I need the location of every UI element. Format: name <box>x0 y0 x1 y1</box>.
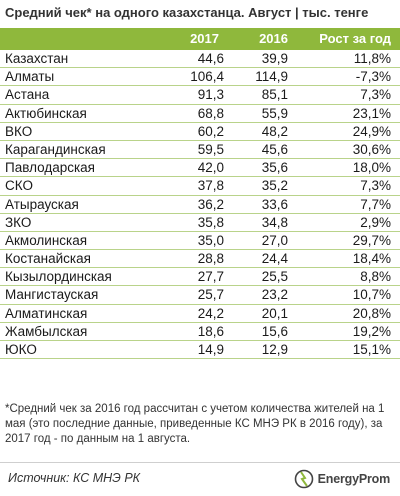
table-row: Костанайская 28,8 24,4 18,4% <box>0 250 400 269</box>
value-2016: 33,6 <box>261 196 288 212</box>
table-row: Алматинская 24,2 20,1 20,8% <box>0 305 400 323</box>
value-growth: 15,1% <box>352 342 391 357</box>
table-header: 2017 2016 Рост за год <box>0 28 400 50</box>
header-2017: 2017 <box>190 31 219 46</box>
value-growth: 18,4% <box>352 251 391 267</box>
value-2016: 48,2 <box>261 123 288 139</box>
value-2017: 59,5 <box>197 141 224 157</box>
value-2016: 12,9 <box>261 342 288 357</box>
table-row: Акмолинская 35,0 27,0 29,7% <box>0 232 400 251</box>
value-2017: 24,2 <box>197 305 224 321</box>
header-growth: Рост за год <box>319 31 391 46</box>
region-name: Костанайская <box>5 251 91 267</box>
table-row: Атырауская 36,2 33,6 7,7% <box>0 196 400 214</box>
region-name: Карагандинская <box>5 141 106 157</box>
value-2017: 60,2 <box>197 123 224 139</box>
table-row: Актюбинская 68,8 55,9 23,1% <box>0 105 400 123</box>
value-growth: 19,2% <box>352 323 391 339</box>
region-name: ЗКО <box>5 214 32 230</box>
value-2016: 27,0 <box>261 232 288 248</box>
value-2017: 18,6 <box>197 323 224 339</box>
value-growth: 29,7% <box>352 232 391 248</box>
region-name: ВКО <box>5 123 33 139</box>
value-growth: 2,9% <box>360 214 391 230</box>
value-growth: 20,8% <box>352 305 391 321</box>
value-growth: 8,8% <box>360 269 391 285</box>
energyprom-logo: EnergyProm <box>293 469 390 489</box>
value-growth: 24,9% <box>352 123 391 139</box>
value-2016: 23,2 <box>261 287 288 303</box>
table-row: СКО 37,8 35,2 7,3% <box>0 177 400 196</box>
value-2017: 91,3 <box>197 87 224 103</box>
value-2017: 27,7 <box>197 269 224 285</box>
value-2016: 35,6 <box>261 160 288 176</box>
region-name: Астана <box>5 87 50 103</box>
table-row: ЗКО 35,8 34,8 2,9% <box>0 214 400 232</box>
value-2017: 68,8 <box>197 105 224 121</box>
value-growth: 7,3% <box>360 87 391 103</box>
table-body: Казахстан 44,6 39,9 11,8% Алматы 106,4 114,9 -7… <box>0 50 400 360</box>
value-growth: -7,3% <box>355 69 391 85</box>
value-2016: 85,1 <box>261 87 288 103</box>
table-row: Мангистауская 25,7 23,2 10,7% <box>0 286 400 305</box>
region-name: Казахстан <box>5 51 69 66</box>
value-growth: 7,3% <box>360 178 391 194</box>
region-name: Павлодарская <box>5 160 95 176</box>
value-2016: 39,9 <box>261 51 288 66</box>
table-row: Алматы 106,4 114,9 -7,3% <box>0 68 400 87</box>
table-row: Павлодарская 42,0 35,6 18,0% <box>0 159 400 178</box>
source-bar: Источник: КС МНЭ РК EnergyProm <box>0 462 400 496</box>
region-name: Актюбинская <box>5 105 87 121</box>
footnote: *Средний чек за 2016 год рассчитан с уче… <box>5 403 385 445</box>
region-name: Акмолинская <box>5 232 88 248</box>
region-name: СКО <box>5 178 33 194</box>
value-growth: 18,0% <box>352 160 391 176</box>
source-text: Источник: КС МНЭ РК <box>8 471 141 485</box>
table-row: Астана 91,3 85,1 7,3% <box>0 86 400 105</box>
region-name: Кызылординская <box>5 269 112 285</box>
value-growth: 11,8% <box>353 51 391 66</box>
table-row: ЮКО 14,9 12,9 15,1% <box>0 341 400 360</box>
value-2017: 36,2 <box>197 196 224 212</box>
value-growth: 7,7% <box>360 196 391 212</box>
value-2016: 45,6 <box>261 141 288 157</box>
region-name: Жамбылская <box>5 323 88 339</box>
value-2017: 44,6 <box>197 51 224 66</box>
logo-text: EnergyProm <box>317 472 391 486</box>
region-name: Алматинская <box>5 305 88 321</box>
value-2017: 35,8 <box>197 214 224 230</box>
value-2016: 55,9 <box>261 105 288 121</box>
value-2016: 20,1 <box>261 305 288 321</box>
header-2016: 2016 <box>259 31 288 46</box>
value-2017: 42,0 <box>197 160 224 176</box>
value-2017: 37,8 <box>197 178 224 194</box>
page-title: Средний чек* на одного казахстанца. Авгу… <box>0 0 400 25</box>
value-2017: 28,8 <box>197 251 224 267</box>
value-2017: 35,0 <box>197 232 224 248</box>
value-2016: 24,4 <box>261 251 288 267</box>
value-2016: 25,5 <box>261 269 288 285</box>
value-growth: 30,6% <box>352 141 391 157</box>
table-row: Казахстан 44,6 39,9 11,8% <box>0 50 400 69</box>
region-name: ЮКО <box>5 342 37 357</box>
value-growth: 10,7% <box>352 287 391 303</box>
value-2016: 34,8 <box>261 214 288 230</box>
value-2016: 35,2 <box>261 178 288 194</box>
value-2017: 106,4 <box>190 69 224 85</box>
value-2017: 25,7 <box>197 287 224 303</box>
energyprom-logo-icon <box>294 469 313 489</box>
region-name: Атырауская <box>5 196 79 212</box>
table-row: ВКО 60,2 48,2 24,9% <box>0 123 400 141</box>
value-2016: 114,9 <box>255 69 288 85</box>
table-row: Кызылординская 27,7 25,5 8,8% <box>0 268 400 287</box>
region-name: Алматы <box>5 69 55 85</box>
table-row: Жамбылская 18,6 15,6 19,2% <box>0 323 400 341</box>
value-2017: 14,9 <box>197 342 224 357</box>
region-name: Мангистауская <box>5 287 99 303</box>
table-row: Карагандинская 59,5 45,6 30,6% <box>0 141 400 160</box>
value-growth: 23,1% <box>352 105 391 121</box>
value-2016: 15,6 <box>261 323 288 339</box>
